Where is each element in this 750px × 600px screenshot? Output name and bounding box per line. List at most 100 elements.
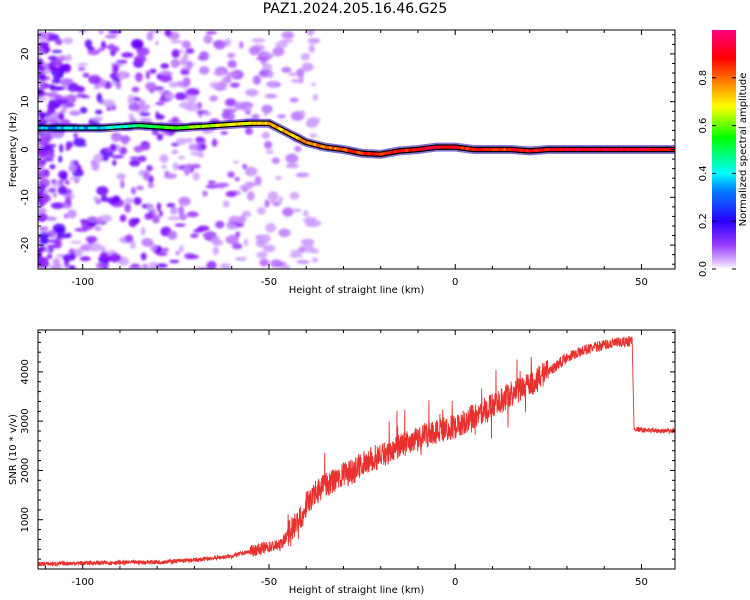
noise-blob [254, 175, 262, 186]
noise-blob [124, 197, 134, 204]
noise-blob [256, 56, 270, 61]
noise-blob [49, 164, 56, 170]
noise-blob [307, 37, 321, 44]
noise-blob [48, 99, 56, 107]
noise-blob [166, 202, 176, 208]
noise-blob [98, 30, 104, 34]
noise-blob [127, 94, 135, 105]
noise-blob [134, 74, 143, 78]
noise-blob [170, 58, 180, 69]
noise-blob [88, 242, 103, 252]
noise-blob [77, 66, 86, 71]
noise-blob [278, 228, 291, 238]
snr-x-label: Height of straight line (km) [289, 585, 425, 596]
noise-blob [79, 106, 88, 114]
noise-blob [303, 210, 309, 217]
noise-blob [47, 36, 55, 41]
noise-blob [50, 86, 63, 91]
noise-blob [174, 92, 188, 101]
noise-blob [156, 133, 164, 141]
noise-blob [148, 261, 159, 269]
noise-blob [128, 102, 141, 111]
noise-blob [38, 35, 44, 40]
noise-blob [244, 166, 258, 177]
y-tick-label: 2000 [20, 458, 31, 483]
noise-blob [188, 254, 200, 259]
noise-blob [131, 86, 140, 93]
noise-blob [60, 78, 70, 87]
noise-blob [73, 132, 78, 139]
noise-blob [62, 253, 76, 261]
noise-blob [282, 207, 294, 217]
noise-blob [245, 91, 255, 95]
noise-blob [285, 163, 299, 169]
noise-blob [186, 211, 199, 218]
noise-blob [226, 71, 239, 77]
noise-blob [198, 51, 210, 61]
noise-blob [143, 171, 151, 181]
spectrogram-x-ticks: -100 -50 0 50 [44, 30, 648, 288]
noise-blob [124, 203, 132, 213]
noise-blob [163, 173, 177, 179]
noise-blob [195, 136, 205, 142]
x-tick-label: -100 [71, 277, 94, 288]
noise-blob [38, 232, 51, 238]
noise-blob [131, 264, 139, 268]
y-tick-label: 0 [20, 146, 31, 152]
y-tick-label: 4000 [20, 359, 31, 384]
noise-blob [67, 209, 77, 219]
noise-blob [87, 218, 100, 223]
noise-blob [95, 109, 103, 115]
noise-blob [203, 34, 213, 44]
noise-blob [248, 45, 261, 56]
noise-blob [58, 155, 63, 163]
noise-blob [159, 154, 169, 163]
noise-blob [50, 131, 64, 139]
y-tick-label: -20 [20, 237, 31, 253]
colorbar-ticks: 0.0 0.2 0.4 0.6 0.8 [698, 70, 736, 277]
noise-blob [185, 48, 195, 54]
noise-blob [261, 104, 273, 114]
colorbar-tick-label: 0.4 [698, 165, 709, 181]
noise-blob [215, 220, 225, 229]
noise-blob [155, 101, 165, 106]
noise-blob [38, 132, 48, 136]
noise-blob [162, 131, 169, 135]
noise-blob [38, 207, 47, 214]
noise-blob [164, 92, 175, 100]
y-tick-label: 20 [20, 48, 31, 61]
noise-blob [43, 150, 55, 161]
noise-blob [246, 191, 255, 201]
noise-blob [235, 231, 241, 238]
noise-blob [58, 178, 64, 186]
noise-blob [262, 63, 273, 71]
noise-blob [114, 46, 120, 52]
noise-blob [57, 113, 65, 121]
noise-blob [134, 55, 147, 64]
noise-blob [48, 66, 62, 72]
noise-blob [241, 210, 252, 218]
noise-blob [268, 70, 274, 79]
noise-blob [211, 138, 218, 147]
noise-blob [100, 195, 108, 202]
noise-blob [175, 251, 180, 255]
noise-blob [101, 156, 109, 162]
colorbar: 0.0 0.2 0.4 0.6 0.8 Normalized spectral ampl… [698, 30, 749, 277]
snr-y-label: SNR (10 * v/v) [8, 414, 19, 485]
colorbar-tick-label: 0.8 [698, 70, 709, 86]
noise-blob [263, 112, 268, 117]
noise-blob [51, 49, 63, 54]
noise-blob [153, 86, 165, 91]
colorbar-tick-label: 0.0 [698, 261, 709, 277]
y-tick-label: 10 [20, 95, 31, 108]
noise-blob [232, 160, 239, 164]
noise-blob [68, 265, 76, 269]
spectrogram-y-label: Frequency (Hz) [8, 112, 19, 188]
noise-blob [149, 243, 157, 251]
noise-blob [168, 81, 179, 88]
noise-blob [184, 137, 194, 143]
colorbar-gradient [712, 30, 736, 269]
noise-blob [188, 143, 198, 151]
noise-blob [160, 63, 170, 69]
noise-blob [298, 246, 306, 253]
